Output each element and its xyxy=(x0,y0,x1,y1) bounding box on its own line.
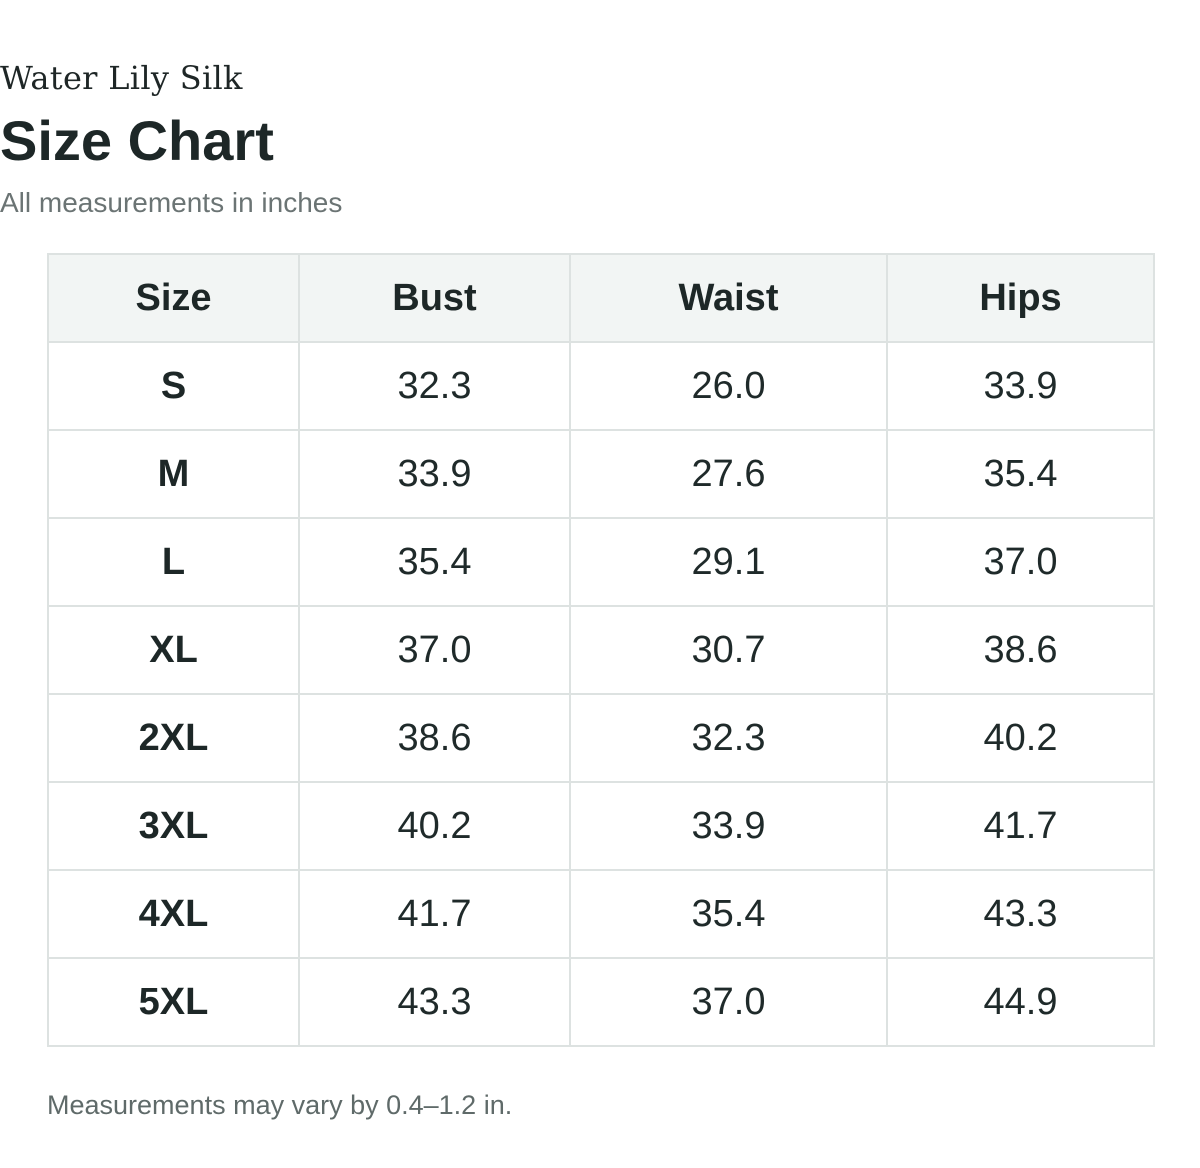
table-row: 5XL 43.3 37.0 44.9 xyxy=(47,957,1155,1047)
page-title: Size Chart xyxy=(0,109,274,172)
hips-cell: 35.4 xyxy=(886,429,1155,519)
bust-cell: 38.6 xyxy=(298,693,571,783)
table-row: L 35.4 29.1 37.0 xyxy=(47,517,1155,607)
bust-cell: 41.7 xyxy=(298,869,571,959)
table-row: S 32.3 26.0 33.9 xyxy=(47,341,1155,431)
table-row: 3XL 40.2 33.9 41.7 xyxy=(47,781,1155,871)
size-cell: XL xyxy=(47,605,300,695)
hips-cell: 44.9 xyxy=(886,957,1155,1047)
hips-cell: 38.6 xyxy=(886,605,1155,695)
column-header-waist: Waist xyxy=(569,253,888,343)
table-row: XL 37.0 30.7 38.6 xyxy=(47,605,1155,695)
waist-cell: 29.1 xyxy=(569,517,888,607)
size-cell: L xyxy=(47,517,300,607)
size-cell: 2XL xyxy=(47,693,300,783)
hips-cell: 43.3 xyxy=(886,869,1155,959)
bust-cell: 40.2 xyxy=(298,781,571,871)
page-subtitle: All measurements in inches xyxy=(0,187,343,218)
size-cell: 3XL xyxy=(47,781,300,871)
waist-cell: 33.9 xyxy=(569,781,888,871)
size-cell: 4XL xyxy=(47,869,300,959)
size-cell: M xyxy=(47,429,300,519)
table-body: S 32.3 26.0 33.9 M 33.9 27.6 35.4 L 35.4… xyxy=(47,341,1155,1047)
size-cell: 5XL xyxy=(47,957,300,1047)
waist-cell: 37.0 xyxy=(569,957,888,1047)
waist-cell: 32.3 xyxy=(569,693,888,783)
table-header: Size Bust Waist Hips xyxy=(47,253,1155,343)
waist-cell: 35.4 xyxy=(569,869,888,959)
hips-cell: 33.9 xyxy=(886,341,1155,431)
column-header-size: Size xyxy=(47,253,300,343)
bust-cell: 32.3 xyxy=(298,341,571,431)
table-row: 2XL 38.6 32.3 40.2 xyxy=(47,693,1155,783)
hips-cell: 37.0 xyxy=(886,517,1155,607)
bust-cell: 35.4 xyxy=(298,517,571,607)
table-row: M 33.9 27.6 35.4 xyxy=(47,429,1155,519)
waist-cell: 27.6 xyxy=(569,429,888,519)
bust-cell: 37.0 xyxy=(298,605,571,695)
bust-cell: 43.3 xyxy=(298,957,571,1047)
table-row: 4XL 41.7 35.4 43.3 xyxy=(47,869,1155,959)
brand-name: Water Lily Silk xyxy=(0,59,243,97)
column-header-hips: Hips xyxy=(886,253,1155,343)
waist-cell: 30.7 xyxy=(569,605,888,695)
waist-cell: 26.0 xyxy=(569,341,888,431)
header-row: Size Bust Waist Hips xyxy=(47,253,1155,343)
column-header-bust: Bust xyxy=(298,253,571,343)
hips-cell: 41.7 xyxy=(886,781,1155,871)
bust-cell: 33.9 xyxy=(298,429,571,519)
measurement-footnote: Measurements may vary by 0.4–1.2 in. xyxy=(47,1090,513,1120)
hips-cell: 40.2 xyxy=(886,693,1155,783)
size-chart-table: Size Bust Waist Hips S 32.3 26.0 33.9 M … xyxy=(47,253,1155,1047)
size-cell: S xyxy=(47,341,300,431)
